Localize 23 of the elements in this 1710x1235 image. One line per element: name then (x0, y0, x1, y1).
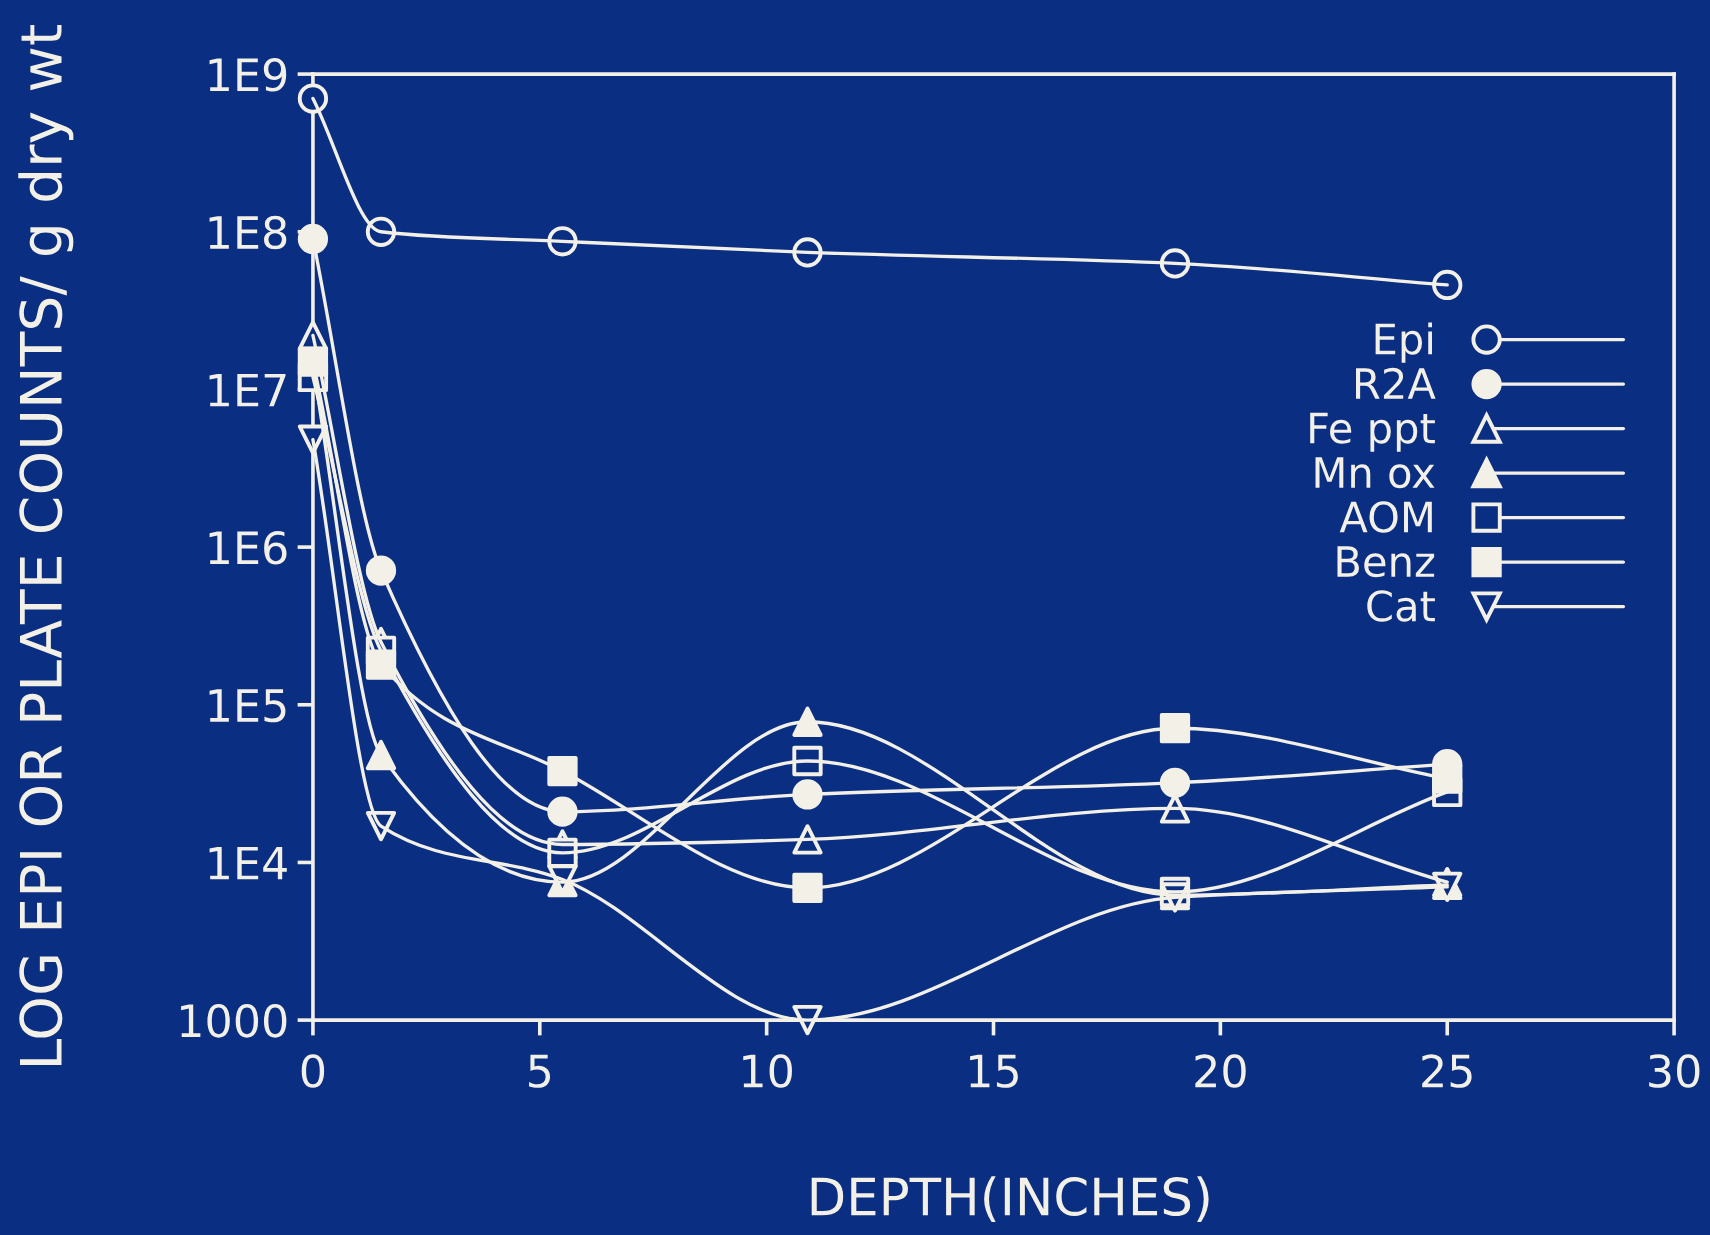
x-tick-label: 15 (970, 1054, 1018, 1088)
y-axis-title: LOG EPI OR PLATE COUNTS/ g dry wt (18, 25, 74, 1065)
legend-label: R2A (1356, 367, 1436, 399)
y-tick-label: 1000 (181, 1004, 287, 1038)
legend-label: Fe ppt (1310, 412, 1435, 452)
x-tick-label: 10 (743, 1054, 792, 1088)
x-axis-title: DEPTH(INCHES) (811, 1176, 1209, 1223)
y-tick-label: 1E9 (209, 58, 287, 92)
y-tick-label: 1E7 (209, 373, 286, 407)
y-tick-label: 1E4 (209, 846, 287, 880)
legend-label: AOM (1339, 501, 1432, 533)
y-tick-label: 1E6 (209, 531, 287, 565)
legend-label: Epi (1375, 322, 1432, 363)
y-tick-label: 1E5 (209, 689, 286, 723)
x-tick-label: 5 (529, 1054, 551, 1088)
y-tick-label: 1E8 (209, 215, 287, 250)
x-tick-label: 25 (1422, 1054, 1472, 1088)
x-tick-label: 30 (1649, 1054, 1700, 1088)
legend-label: Benz (1337, 546, 1435, 578)
legend-label: Mn ox (1315, 457, 1435, 489)
legend-label: Cat (1367, 590, 1435, 622)
x-tick-label: 20 (1195, 1054, 1246, 1088)
x-tick-label: 0 (301, 1054, 325, 1088)
